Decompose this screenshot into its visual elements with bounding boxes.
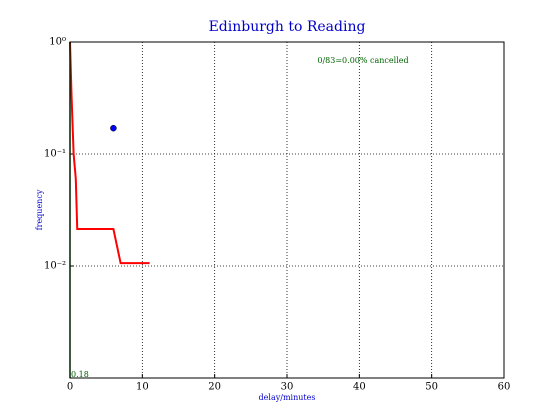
y-axis-label: frequency (35, 189, 44, 230)
chart-title: Edinburgh to Reading (209, 19, 366, 35)
x-tick-label: 50 (425, 382, 438, 393)
x-tick-label: 10 (136, 382, 149, 393)
x-tick-label: 30 (281, 382, 294, 393)
x-tick-label: 0 (67, 382, 73, 393)
x-tick-label: 60 (498, 382, 511, 393)
data-line (69, 41, 150, 265)
x-tick-label: 40 (353, 382, 366, 393)
plot-frame (69, 41, 505, 379)
data-point (110, 124, 117, 132)
y-tick-label: 10⁻² (44, 261, 66, 272)
x-axis-label: delay/minutes (259, 393, 316, 402)
y-tick-label: 10⁻¹ (44, 149, 66, 160)
annotation: 0/83=0.00% cancelled (317, 56, 408, 65)
x-tick-label: 20 (208, 382, 221, 393)
y-tick-label: 10⁰ (49, 37, 66, 48)
vertical-line-label: 0.18 (71, 370, 89, 379)
